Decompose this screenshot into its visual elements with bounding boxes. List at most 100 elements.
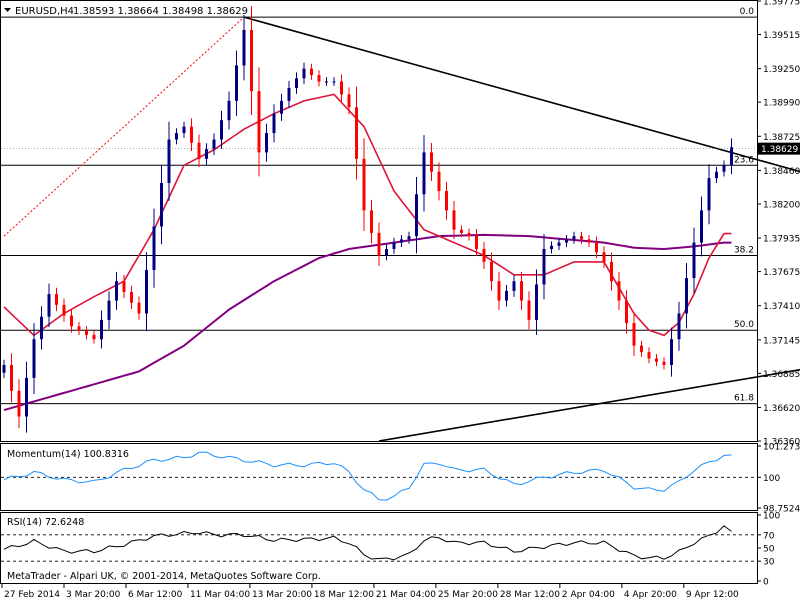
- candle-body: [392, 242, 396, 250]
- candle-body: [302, 68, 306, 79]
- price-tick-label: 1.37935: [763, 235, 800, 245]
- candle-body: [160, 182, 163, 227]
- price-tick-label: 1.38990: [763, 99, 800, 109]
- time-tick-label: 6 Mar 12:00: [128, 590, 183, 600]
- footer-copyright: MetaTrader - Alpari UK, © 2001-2014, Met…: [7, 571, 321, 582]
- candle-body: [340, 81, 343, 95]
- candle-body: [520, 281, 523, 301]
- rsi-label: RSI(14) 72.6248: [7, 517, 84, 528]
- candle-body: [610, 261, 613, 282]
- time-tick-label: 13 Mar 20:00: [252, 590, 312, 600]
- candle-body: [715, 171, 718, 179]
- candle-body: [40, 316, 43, 340]
- candle-body: [32, 339, 36, 378]
- candle-body: [377, 232, 381, 256]
- candle-body: [445, 191, 448, 211]
- candle-body: [227, 100, 231, 121]
- candle-body: [527, 300, 531, 320]
- candle-body: [25, 377, 28, 417]
- candle-body: [92, 334, 96, 340]
- time-tick-label: 28 Mar 12:00: [500, 590, 560, 600]
- price-tick-label: 1.38200: [763, 200, 800, 210]
- candle-body: [325, 81, 328, 83]
- price-tick-label: 1.37675: [763, 268, 800, 278]
- candle-body: [272, 113, 276, 134]
- chart-menu-triangle-icon[interactable]: [4, 8, 11, 12]
- rsi-tick-label: 70: [763, 531, 775, 541]
- candle-body: [572, 236, 576, 240]
- time-tick-label: 11 Mar 04:00: [190, 590, 250, 600]
- candle-body: [452, 210, 456, 230]
- candle-body: [467, 232, 471, 237]
- candle-body: [235, 65, 238, 101]
- candle-body: [482, 249, 486, 262]
- momentum-layer: [1, 451, 757, 501]
- rsi-panel: [0, 512, 758, 584]
- candle-body: [55, 294, 58, 305]
- candle-body: [437, 171, 441, 192]
- candle-body: [400, 239, 403, 243]
- time-tick-label: 18 Mar 12:00: [314, 590, 374, 600]
- current-price-box: [758, 142, 800, 155]
- fib-level-label: 50.0: [734, 320, 754, 330]
- fib-level-label: 23.6: [734, 155, 754, 165]
- price-tick-label: 1.39775: [763, 0, 800, 8]
- candle-body: [347, 94, 351, 108]
- rsi-tick-label: 0: [763, 578, 769, 588]
- candle-body: [355, 107, 358, 159]
- candle-body: [182, 126, 186, 134]
- momentum-tick-label: 98.7524: [763, 505, 800, 515]
- candle-body: [265, 133, 268, 153]
- time-tick-label: 3 Mar 20:00: [66, 590, 121, 600]
- price-layer: 0.0 23.6 38.2 50.0 61.8: [1, 5, 800, 442]
- candle-body: [190, 126, 193, 143]
- candle-body: [550, 245, 553, 250]
- rsi-layer: [1, 525, 757, 562]
- candle-body: [310, 68, 313, 76]
- candle-body: [107, 300, 111, 320]
- price-tick-label: 1.36885: [763, 370, 800, 380]
- rsi-tick-label: 100: [763, 512, 780, 522]
- candle-body: [175, 133, 178, 140]
- rsi-tick-label: 30: [763, 558, 775, 568]
- candle-body: [100, 319, 103, 340]
- candle-body: [362, 158, 366, 211]
- candle-body: [722, 165, 726, 172]
- price-tick-label: 1.39515: [763, 31, 800, 41]
- candle-body: [280, 100, 283, 114]
- candle-body: [677, 313, 681, 340]
- candle-body: [692, 242, 696, 279]
- candle-body: [197, 142, 201, 159]
- candle-body: [332, 81, 336, 83]
- candle-body: [62, 304, 66, 316]
- candle-body: [595, 242, 598, 253]
- candle-body: [145, 269, 148, 314]
- candle-body: [70, 315, 73, 327]
- candle-body: [460, 229, 463, 233]
- candle-body: [250, 29, 253, 92]
- momentum-label: Momentum(14) 100.8316: [7, 449, 129, 460]
- candle-body: [535, 284, 538, 320]
- candle-body: [490, 261, 493, 282]
- candle-body: [152, 226, 156, 270]
- price-tick-label: 1.36620: [763, 404, 800, 414]
- chart-header-title: EURUSD,H4: [15, 6, 74, 17]
- candle-body: [730, 147, 733, 166]
- candle-body: [505, 290, 508, 301]
- momentum-tick-label: 100: [763, 474, 780, 484]
- candle-body: [287, 87, 291, 101]
- price-tick-label: 1.38725: [763, 133, 800, 143]
- trendline: [378, 368, 800, 442]
- fib-level-label: 38.2: [734, 245, 754, 255]
- candle-body: [257, 91, 261, 153]
- candle-body: [122, 281, 126, 292]
- time-tick-label: 25 Mar 20:00: [438, 590, 498, 600]
- chart-header-ohlc: 1.38593 1.38664 1.38498 1.38629: [73, 6, 248, 17]
- price-panel: [0, 0, 758, 442]
- candle-body: [422, 152, 426, 195]
- current-price-label: 1.38629: [761, 145, 798, 155]
- time-tick-label: 2 Apr 04:00: [562, 590, 615, 600]
- candle-body: [242, 29, 246, 66]
- candle-body: [370, 210, 373, 233]
- candle-body: [497, 281, 501, 301]
